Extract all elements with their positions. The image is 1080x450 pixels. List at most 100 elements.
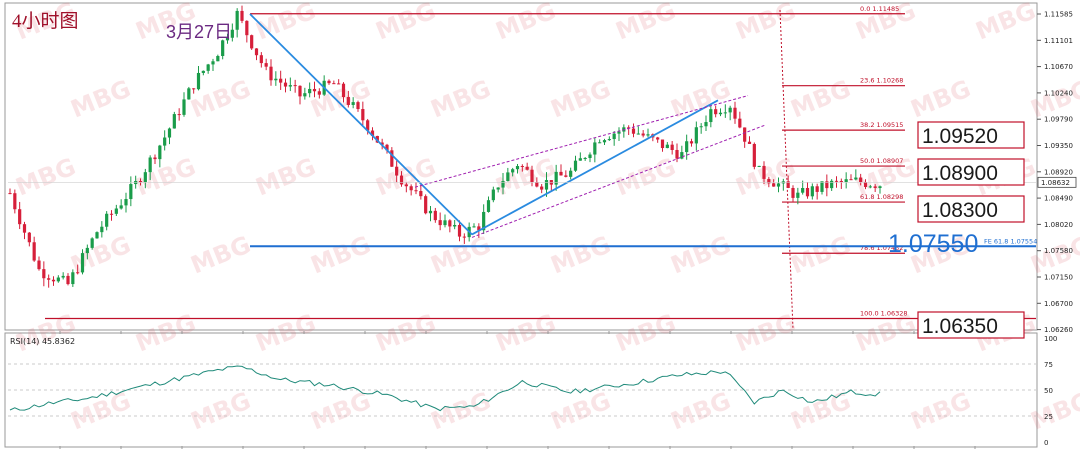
bull-candle [617,131,621,134]
bear-candle [670,144,674,150]
key-level-box [917,121,1025,149]
bull-candle [506,172,510,182]
bull-candle [496,187,500,190]
bear-candle [341,83,346,98]
bull-candle [235,10,239,30]
bear-candle [859,177,863,183]
bull-candle [100,226,104,233]
bull-candle [80,253,85,273]
bear-candle [390,150,394,167]
fe-label: FE 61.8 1.07554 [984,237,1037,245]
price-tick-label: 1.10240 [1044,89,1073,97]
bear-candle [805,187,810,197]
bear-candle [380,142,384,145]
bear-candle [279,78,283,83]
bear-candle [786,181,790,188]
rsi-legend: RSI(14) 45.8362 [10,337,75,346]
bear-candle [298,85,302,97]
key-level-label: 1.09520 [922,125,998,148]
bear-candle [738,118,742,128]
bull-candle [105,213,109,227]
bull-candle [776,183,781,187]
bull-candle [453,225,457,227]
channel-upper [414,95,749,188]
bull-candle [554,171,558,185]
rsi-tick-label: 25 [1044,413,1053,421]
bear-candle [250,35,254,49]
bear-candle [839,180,843,183]
bear-candle [424,196,428,214]
bear-candle [834,180,839,182]
bull-candle [351,102,355,105]
bull-candle [830,180,834,189]
uptrend-line [471,99,719,236]
bull-candle [699,126,703,128]
bear-candle [259,55,263,64]
bull-candle [143,172,147,183]
bull-candle [723,112,727,114]
bear-candle [27,232,31,243]
rsi-tick-label: 0 [1044,439,1048,447]
bull-candle [274,78,278,81]
bull-candle [820,181,824,192]
bull-candle [573,160,578,171]
bear-candle [76,272,80,274]
bull-candle [472,226,476,228]
rsi-line [9,365,881,412]
bull-candle [665,144,669,149]
bull-candle [163,137,167,146]
current-price-label: 1.08632 [1041,179,1070,187]
bull-candle [511,169,515,173]
key-level-box [917,158,1025,186]
annotation-layer: 1.09520 1.08900 1.08300 1.07550 1.06350 [888,121,1025,339]
bull-candle [602,140,607,143]
bear-candle [689,141,694,144]
rsi-tick-label: 50 [1044,387,1053,395]
bull-candle [709,109,713,123]
bull-candle [844,179,848,183]
bear-candle [419,191,423,197]
bear-candle [317,91,321,95]
bull-candle [95,232,99,239]
bear-candle [448,220,452,227]
key-level-label: 1.08900 [922,162,998,185]
bull-candle [288,85,292,87]
bull-candle [694,127,698,144]
bear-candle [404,184,408,187]
bear-candle [283,82,288,87]
bear-candle [631,128,636,134]
bull-candle [129,184,133,200]
bull-candle [56,277,60,282]
bull-candle [646,134,650,136]
rsi-indicator: 100 75 50 25 0 [8,335,1057,447]
bull-candle [583,157,587,159]
fib-level-label: 78.6 1.07432 [860,244,903,252]
bear-candle [269,66,273,81]
bull-candle [501,181,505,188]
bear-candle [457,225,462,237]
bear-candle [264,63,268,67]
bull-candle [308,88,312,94]
bear-candle [366,120,370,131]
bear-candle [37,260,41,270]
bull-candle [757,165,761,167]
bear-candle [22,224,27,233]
bull-candle [221,40,225,56]
bull-candle [172,114,176,129]
key-level-label: 1.06350 [922,315,998,338]
bull-candle [544,180,549,190]
fib-retracement: 0.0 1.11485 23.6 1.10268 38.2 1.09515 50.0 … [45,5,1036,330]
price-tick-label: 1.07150 [1044,274,1073,282]
key-level-box [917,311,1025,339]
bull-candle [491,189,495,201]
bear-candle [525,166,529,170]
bear-candle [530,169,534,183]
bear-candle [51,279,56,282]
bear-candle [254,48,259,56]
bear-candle [153,157,157,160]
bear-candle [815,186,819,192]
rsi-tick-label: 75 [1044,361,1053,369]
price-tick-label: 1.06260 [1044,326,1073,334]
